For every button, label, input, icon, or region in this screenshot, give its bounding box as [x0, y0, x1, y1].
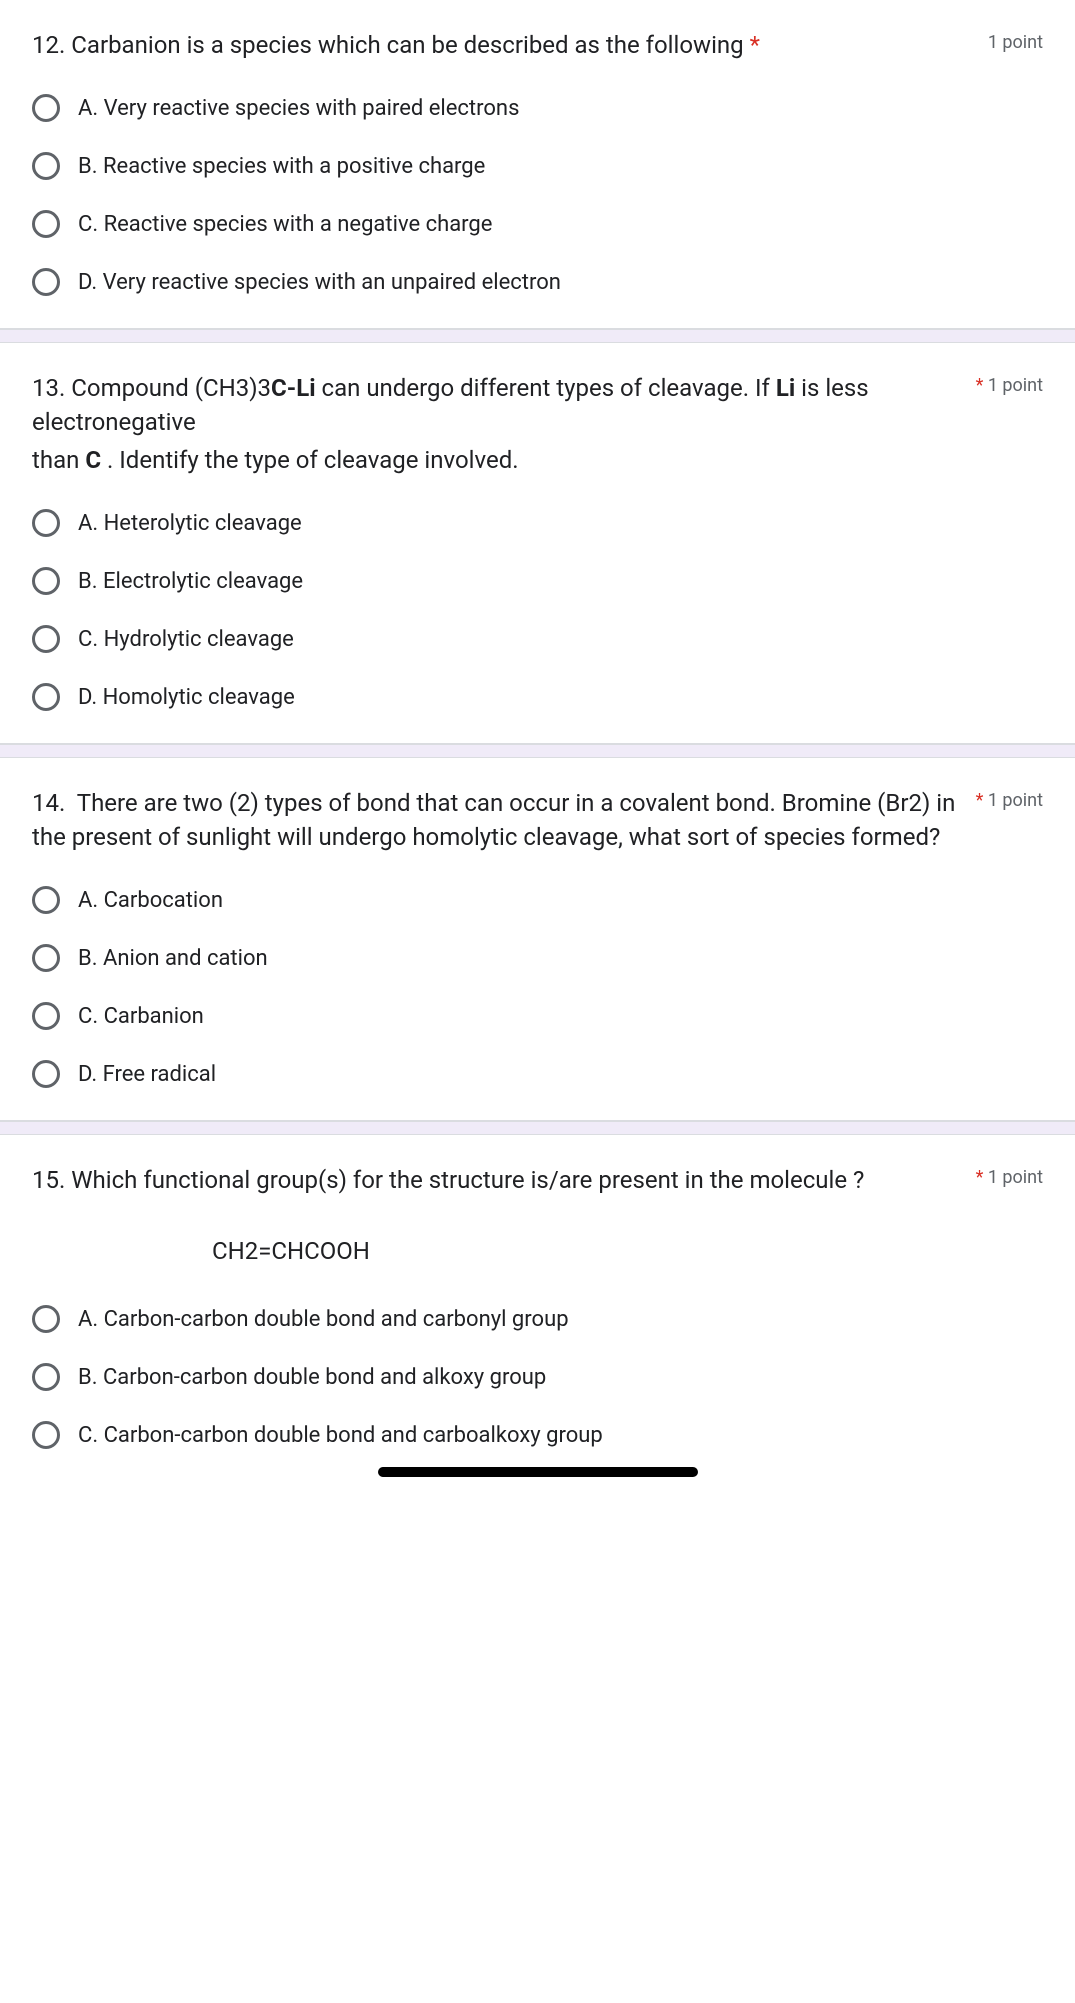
option-label: D. Free radical [78, 1062, 216, 1087]
radio-icon[interactable] [32, 1305, 60, 1333]
radio-icon[interactable] [32, 1363, 60, 1391]
option-c[interactable]: C. Carbanion [32, 1002, 1043, 1030]
options-group: A. Carbocation B. Anion and cation C. Ca… [32, 886, 1043, 1088]
radio-icon[interactable] [32, 1060, 60, 1088]
option-a[interactable]: A. Very reactive species with paired ele… [32, 94, 1043, 122]
question-body: There are two (2) types of bond that can… [32, 789, 955, 851]
option-a[interactable]: A. Carbocation [32, 886, 1043, 914]
option-d[interactable]: D. Free radical [32, 1060, 1043, 1088]
option-c[interactable]: C. Reactive species with a negative char… [32, 210, 1043, 238]
question-text: 15. Which functional group(s) for the st… [32, 1163, 976, 1197]
question-body: Carbanion is a species which can be desc… [71, 31, 743, 59]
home-indicator-icon [378, 1467, 698, 1477]
question-card-13: 13. Compound (CH3)3C-Li can undergo diff… [0, 343, 1075, 744]
question-number: 15. [32, 1166, 65, 1194]
question-text: 14. There are two (2) types of bond that… [32, 786, 976, 854]
option-label: B. Anion and cation [78, 946, 268, 971]
option-a[interactable]: A. Carbon-carbon double bond and carbony… [32, 1305, 1043, 1333]
question-text: 13. Compound (CH3)3C-Li can undergo diff… [32, 371, 976, 439]
radio-icon[interactable] [32, 683, 60, 711]
radio-icon[interactable] [32, 152, 60, 180]
card-separator [0, 329, 1075, 343]
question-header: 12. Carbanion is a species which can be … [32, 28, 1043, 62]
radio-icon[interactable] [32, 1002, 60, 1030]
option-label: A. Carbocation [78, 888, 223, 913]
option-label: C. Carbon-carbon double bond and carboal… [78, 1423, 603, 1448]
question-card-12: 12. Carbanion is a species which can be … [0, 0, 1075, 329]
option-label: D. Very reactive species with an unpaire… [78, 270, 561, 295]
radio-icon[interactable] [32, 1421, 60, 1449]
required-asterisk: * [750, 31, 760, 59]
option-label: A. Very reactive species with paired ele… [78, 96, 519, 121]
question-body: Compound (CH3)3C-Li can undergo differen… [32, 374, 869, 436]
option-d[interactable]: D. Very reactive species with an unpaire… [32, 268, 1043, 296]
question-extra: than C . Identify the type of cleavage i… [32, 443, 1043, 477]
radio-icon[interactable] [32, 268, 60, 296]
option-label: C. Reactive species with a negative char… [78, 212, 492, 237]
radio-icon[interactable] [32, 567, 60, 595]
option-b[interactable]: B. Anion and cation [32, 944, 1043, 972]
question-body: Which functional group(s) for the struct… [71, 1166, 864, 1194]
option-b[interactable]: B. Electrolytic cleavage [32, 567, 1043, 595]
option-c[interactable]: C. Hydrolytic cleavage [32, 625, 1043, 653]
points-text: 1 point [988, 790, 1043, 811]
question-header: 14. There are two (2) types of bond that… [32, 786, 1043, 854]
question-text: 12. Carbanion is a species which can be … [32, 28, 988, 62]
points-text: 1 point [988, 375, 1043, 396]
option-label: B. Electrolytic cleavage [78, 569, 303, 594]
card-separator [0, 744, 1075, 758]
options-group: A. Very reactive species with paired ele… [32, 94, 1043, 296]
option-label: B. Reactive species with a positive char… [78, 154, 485, 179]
options-group: A. Carbon-carbon double bond and carbony… [32, 1305, 1043, 1449]
option-label: B. Carbon-carbon double bond and alkoxy … [78, 1365, 546, 1390]
chemical-formula: CH2=CHCOOH [212, 1237, 1043, 1265]
option-label: A. Heterolytic cleavage [78, 511, 302, 536]
question-number: 12. [32, 31, 65, 59]
option-b[interactable]: B. Reactive species with a positive char… [32, 152, 1043, 180]
required-asterisk: * [976, 1167, 984, 1188]
option-label: C. Hydrolytic cleavage [78, 627, 294, 652]
card-separator [0, 1121, 1075, 1135]
question-header: 13. Compound (CH3)3C-Li can undergo diff… [32, 371, 1043, 439]
radio-icon[interactable] [32, 210, 60, 238]
question-card-14: 14. There are two (2) types of bond that… [0, 758, 1075, 1121]
question-card-15: 15. Which functional group(s) for the st… [0, 1135, 1075, 1459]
radio-icon[interactable] [32, 944, 60, 972]
points-label: 1 point [988, 28, 1043, 53]
option-label: C. Carbanion [78, 1004, 204, 1029]
radio-icon[interactable] [32, 625, 60, 653]
radio-icon[interactable] [32, 886, 60, 914]
points-label: * 1 point [976, 786, 1043, 811]
option-label: D. Homolytic cleavage [78, 685, 295, 710]
question-number: 14. [32, 789, 65, 817]
required-asterisk: * [976, 790, 984, 811]
points-label: * 1 point [976, 1163, 1043, 1188]
option-b[interactable]: B. Carbon-carbon double bond and alkoxy … [32, 1363, 1043, 1391]
options-group: A. Heterolytic cleavage B. Electrolytic … [32, 509, 1043, 711]
radio-icon[interactable] [32, 509, 60, 537]
points-label: * 1 point [976, 371, 1043, 396]
question-header: 15. Which functional group(s) for the st… [32, 1163, 1043, 1197]
option-a[interactable]: A. Heterolytic cleavage [32, 509, 1043, 537]
option-c[interactable]: C. Carbon-carbon double bond and carboal… [32, 1421, 1043, 1449]
required-asterisk: * [976, 375, 984, 396]
radio-icon[interactable] [32, 94, 60, 122]
option-label: A. Carbon-carbon double bond and carbony… [78, 1307, 569, 1332]
option-d[interactable]: D. Homolytic cleavage [32, 683, 1043, 711]
points-text: 1 point [988, 1167, 1043, 1188]
question-number: 13. [32, 374, 65, 402]
